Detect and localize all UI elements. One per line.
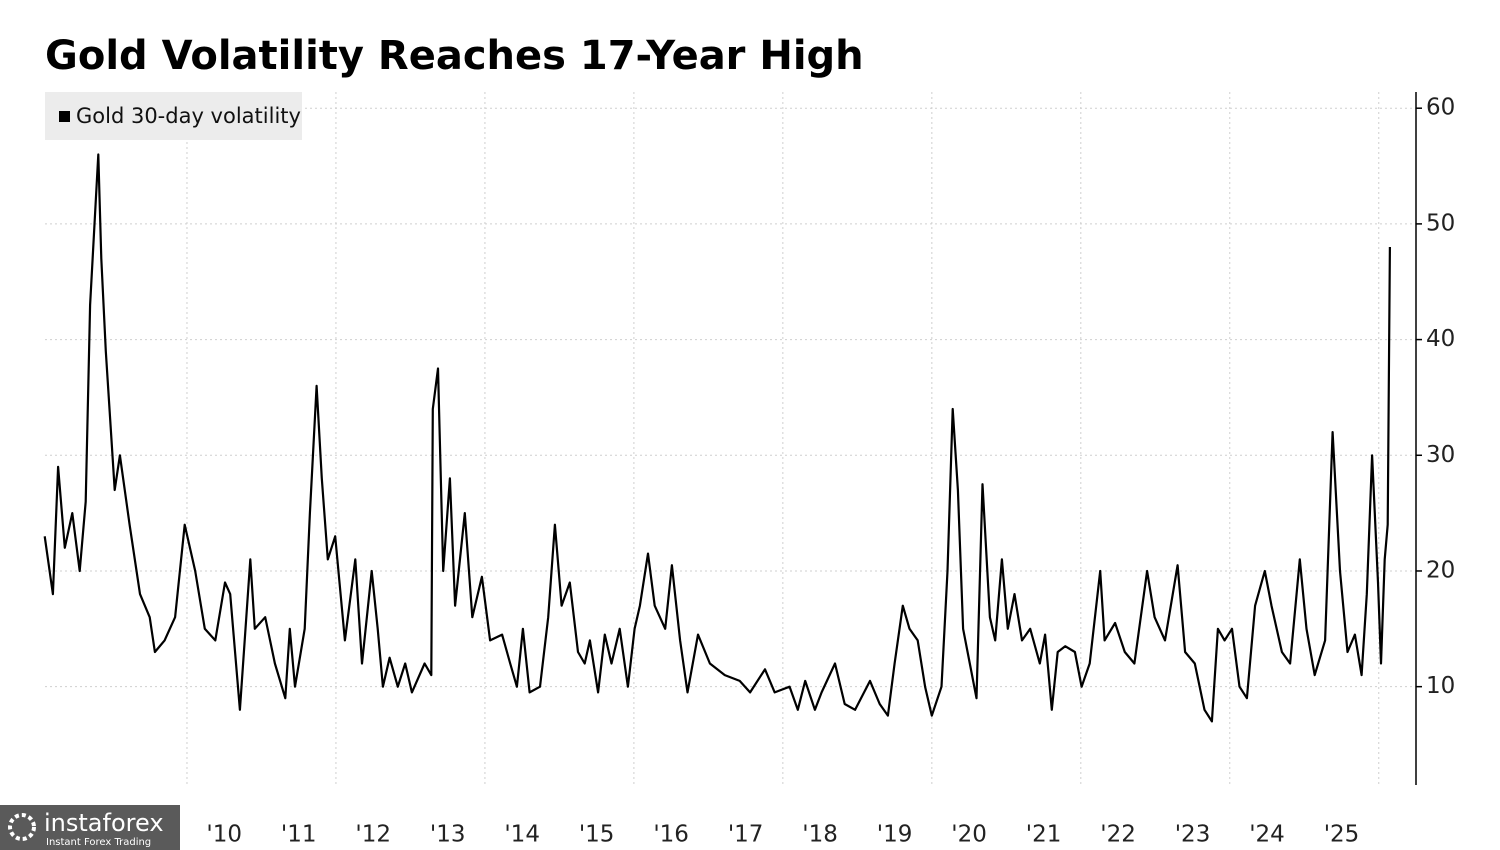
watermark: instaforex Instant Forex Trading (0, 805, 180, 850)
watermark-tagline: Instant Forex Trading (46, 837, 151, 848)
y-tick-label: 10 (1426, 673, 1455, 699)
x-tick-label: '24 (1249, 822, 1285, 848)
x-tick-label: '18 (802, 822, 838, 848)
x-tick-label: '11 (281, 822, 317, 848)
plot (43, 153, 1391, 723)
watermark-name: instaforex (44, 809, 164, 837)
x-tick-label: '22 (1100, 822, 1136, 848)
chart-title: Gold Volatility Reaches 17-Year High (45, 33, 864, 79)
x-tick-label: '14 (504, 822, 540, 848)
y-tick-label: 60 (1426, 95, 1455, 121)
x-tick-label: '12 (355, 822, 391, 848)
legend-box (45, 92, 302, 140)
x-tick-label: '13 (430, 822, 466, 848)
x-tick-label: '20 (951, 822, 987, 848)
legend-key (59, 111, 70, 122)
legend: Gold 30-day volatility (45, 92, 302, 140)
y-tick-label: 40 (1426, 326, 1455, 352)
x-tick-label: '10 (206, 822, 242, 848)
x-tick-label: '23 (1175, 822, 1211, 848)
x-tick-label: '17 (728, 822, 764, 848)
y-tick-label: 30 (1426, 442, 1455, 468)
x-tick-label: '25 (1324, 822, 1360, 848)
watermark-box (0, 805, 180, 850)
y-tick-label: 20 (1426, 557, 1455, 583)
x-tick-label: '21 (1026, 822, 1062, 848)
watermark-logo (8, 813, 36, 841)
grid: 102030405060'09'10'11'12'13'14'15'16'17'… (45, 92, 1455, 848)
x-tick-label: '16 (653, 822, 689, 848)
line-series (43, 153, 1391, 723)
x-tick-label: '15 (579, 822, 615, 848)
y-tick-label: 50 (1426, 210, 1455, 236)
legend-label: Gold 30-day volatility (76, 104, 301, 128)
x-tick-label: '19 (877, 822, 913, 848)
